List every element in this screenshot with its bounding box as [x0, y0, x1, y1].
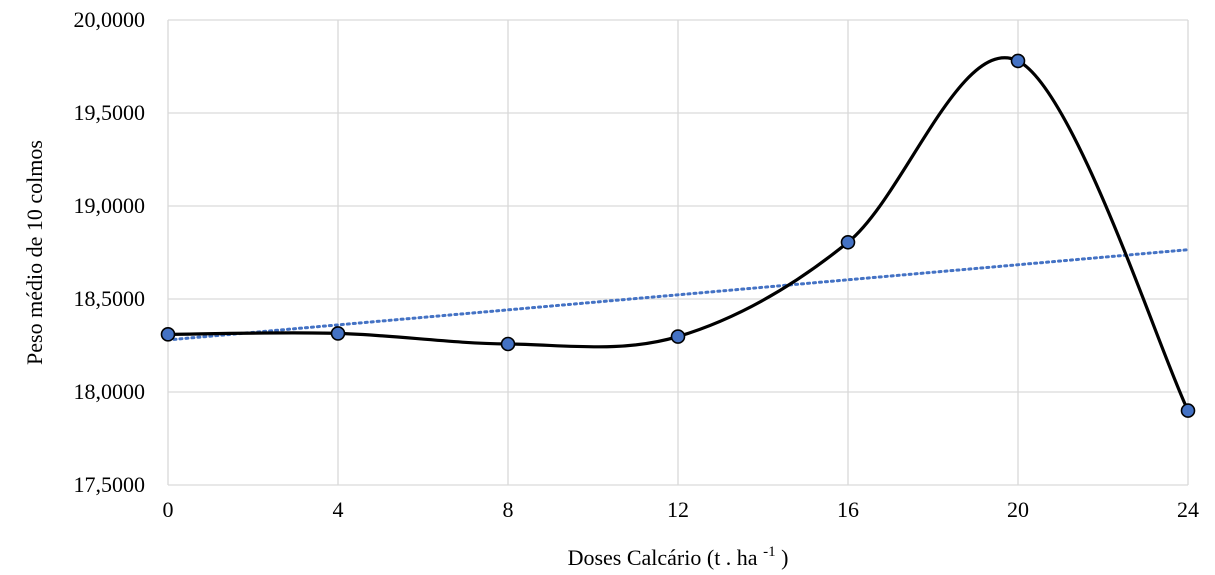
- horizontal-gridlines: [168, 19, 1188, 486]
- x-axis-title-sup: -1: [763, 544, 776, 560]
- x-tick-label: 0: [163, 497, 174, 522]
- data-point-16: [840, 234, 856, 250]
- data-point-24: [1180, 403, 1196, 418]
- series-layer: [167, 56, 1190, 412]
- x-tick-label: 16: [837, 497, 859, 522]
- y-axis-title: Peso médio de 10 colmos: [22, 140, 47, 365]
- data-point-0: [160, 327, 176, 342]
- x-tick-label: 20: [1007, 497, 1029, 522]
- y-tick-label: 18,5000: [74, 286, 146, 311]
- data-point-12: [670, 329, 686, 344]
- markers-layer: [160, 53, 1196, 418]
- x-tick-label: 24: [1177, 497, 1199, 522]
- y-tick-label: 18,0000: [74, 379, 146, 404]
- x-axis-title-main: Doses Calcário (t . ha: [568, 545, 758, 570]
- x-tick-label: 8: [503, 497, 514, 522]
- y-tick-labels: 17,5000 18,0000 18,5000 19,0000 19,5000 20,00…: [74, 7, 146, 497]
- x-tick-label: 12: [667, 497, 689, 522]
- data-point-4: [330, 326, 346, 341]
- vertical-gridlines: [167, 20, 1189, 485]
- y-tick-label: 19,0000: [74, 193, 146, 218]
- x-axis-title: Doses Calcário (t . ha -1 ): [568, 536, 789, 570]
- x-axis-title-close: ): [781, 545, 788, 570]
- series-line: [167, 56, 1190, 412]
- x-tick-label: 4: [333, 497, 344, 522]
- y-tick-label: 19,5000: [74, 100, 146, 125]
- linear-trendline: [166, 248, 1190, 342]
- x-tick-labels: 0 4 8 12 16 20 24: [163, 497, 1200, 522]
- data-point-20: [1010, 53, 1026, 69]
- data-point-8: [500, 336, 516, 352]
- y-tick-label: 17,5000: [74, 472, 146, 497]
- trendline-layer: [166, 248, 1190, 342]
- y-tick-label: 20,0000: [74, 7, 146, 32]
